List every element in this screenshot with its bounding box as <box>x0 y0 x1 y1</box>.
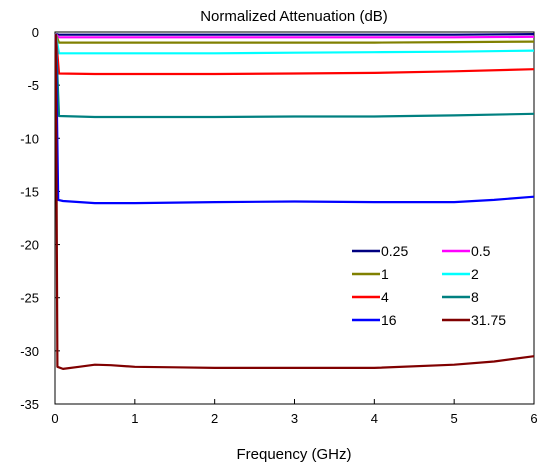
plot-frame <box>54 31 535 405</box>
series-line-2 <box>54 33 535 55</box>
series-line-8 <box>54 34 535 119</box>
y-tick-label: -25 <box>20 291 39 306</box>
legend-label: 16 <box>381 312 397 328</box>
legend-item: 0.5 <box>442 243 491 259</box>
legend-item: 8 <box>442 289 479 305</box>
legend-item: 1 <box>352 266 389 282</box>
x-tick-label: 5 <box>451 411 458 426</box>
x-tick-label: 1 <box>131 411 138 426</box>
y-tick-label: -10 <box>20 131 39 146</box>
y-tick-label: 0 <box>32 25 39 40</box>
series-line-16 <box>54 34 535 205</box>
legend-label: 0.25 <box>381 243 408 259</box>
legend-label: 0.5 <box>471 243 491 259</box>
legend-label: 31.75 <box>471 312 506 328</box>
x-tick-label: 6 <box>530 411 537 426</box>
y-tick-label: -15 <box>20 184 39 199</box>
series-line-31-75 <box>54 34 535 370</box>
legend-label: 1 <box>381 266 389 282</box>
x-tick-label: 4 <box>371 411 378 426</box>
y-tick-label: -35 <box>20 397 39 412</box>
legend-label: 8 <box>471 289 479 305</box>
series-line-0-5 <box>55 33 535 39</box>
series-line-4 <box>54 34 535 76</box>
x-tick-label: 0 <box>51 411 58 426</box>
y-tick-label: -20 <box>20 238 39 253</box>
legend-label: 2 <box>471 266 479 282</box>
x-axis-label: Frequency (GHz) <box>236 446 351 463</box>
legend-item: 0.25 <box>352 243 408 259</box>
series-line-1 <box>54 33 535 44</box>
legend-item: 4 <box>352 289 389 305</box>
series-line-0-25 <box>55 33 535 36</box>
legend: 0.25 0.5 1 2 4 8 16 31.75 <box>352 243 506 328</box>
x-tick-label: 3 <box>291 411 298 426</box>
legend-item: 2 <box>442 266 479 282</box>
legend-item: 16 <box>352 312 397 328</box>
x-tick-label: 2 <box>211 411 218 426</box>
chart-title: Normalized Attenuation (dB) <box>200 8 388 25</box>
plot-area: 0 1 2 3 4 5 6 0 -5 -10 -15 -20 -25 -30 -35 <box>20 25 537 426</box>
legend-item: 31.75 <box>442 312 506 328</box>
y-tick-label: -5 <box>27 78 39 93</box>
legend-label: 4 <box>381 289 389 305</box>
y-tick-label: -30 <box>20 344 39 359</box>
